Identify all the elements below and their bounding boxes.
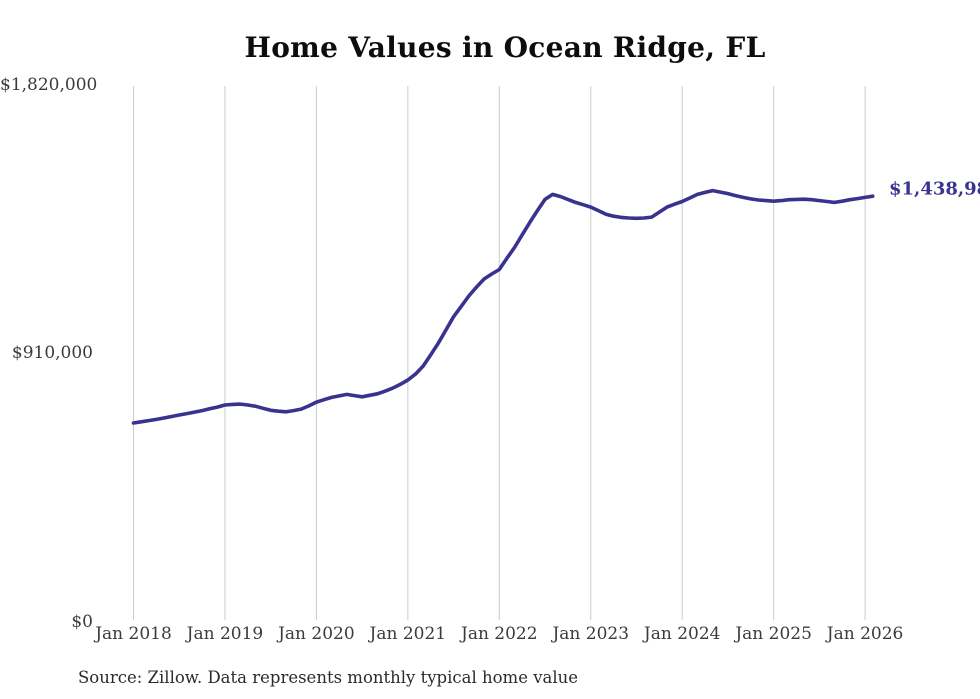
x-axis-tick-label: Jan 2018 [95, 624, 172, 644]
chart-title: Home Values in Ocean Ridge, FL [244, 31, 766, 64]
y-axis-tick-label-zero: $0 [71, 612, 93, 632]
x-axis-tick-label: Jan 2022 [461, 624, 538, 644]
x-axis-tick-label: Jan 2020 [278, 624, 355, 644]
x-axis-tick-label: Jan 2024 [643, 624, 721, 644]
x-axis-tick-label: Jan 2021 [369, 624, 447, 644]
y-axis-tick-label-mid: $910,000 [11, 343, 93, 363]
latest-value-label: $1,438,983 [889, 178, 980, 200]
y-axis-tick-label-max: $1,820,000 [0, 75, 98, 95]
x-axis-tick-label: Jan 2025 [735, 624, 812, 644]
x-axis-tick-label: Jan 2026 [826, 624, 904, 644]
x-axis-tick-label: Jan 2023 [552, 624, 630, 644]
home-values-line [131, 188, 875, 425]
x-axis-tick-label: Jan 2019 [186, 624, 264, 644]
source-note: Source: Zillow. Data represents monthly … [78, 668, 579, 687]
